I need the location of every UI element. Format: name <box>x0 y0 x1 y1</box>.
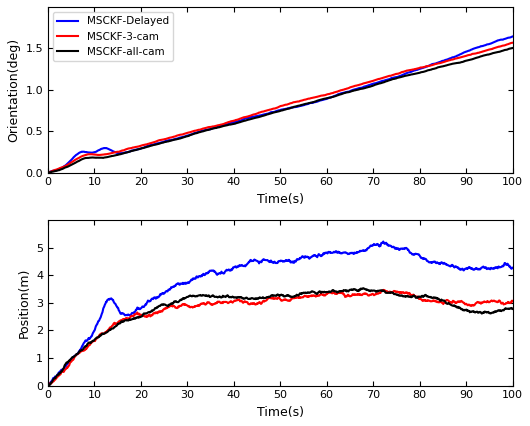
MSCKF-all-cam <box>250 116 256 121</box>
Line: MSCKF-Delayed: MSCKF-Delayed <box>48 242 513 386</box>
Line: MSCKF-all-cam: MSCKF-all-cam <box>48 48 513 173</box>
Line: MSCKF-3-cam: MSCKF-3-cam <box>48 290 513 386</box>
MSCKF-all-cam <box>233 295 239 300</box>
MSCKF-all-cam <box>233 121 239 126</box>
Y-axis label: Position(m): Position(m) <box>17 268 30 338</box>
MSCKF-Delayed <box>45 383 51 388</box>
MSCKF-Delayed <box>364 246 370 251</box>
MSCKF-3-cam <box>416 66 422 71</box>
Y-axis label: Orientation(deg): Orientation(deg) <box>7 38 20 142</box>
MSCKF-all-cam <box>360 285 366 291</box>
MSCKF-3-cam <box>233 118 239 123</box>
X-axis label: Time(s): Time(s) <box>257 406 304 419</box>
MSCKF-Delayed <box>380 239 386 244</box>
Legend: MSCKF-Delayed, MSCKF-3-cam, MSCKF-all-cam: MSCKF-Delayed, MSCKF-3-cam, MSCKF-all-ca… <box>53 12 173 61</box>
MSCKF-3-cam <box>408 292 414 297</box>
MSCKF-Delayed <box>250 258 256 263</box>
MSCKF-Delayed <box>509 265 516 270</box>
MSCKF-all-cam <box>509 306 516 311</box>
MSCKF-3-cam <box>92 337 99 343</box>
MSCKF-Delayed <box>416 66 422 72</box>
MSCKF-all-cam <box>45 383 51 388</box>
MSCKF-3-cam <box>509 40 516 45</box>
MSCKF-3-cam <box>250 301 256 306</box>
MSCKF-3-cam <box>416 296 422 302</box>
MSCKF-Delayed <box>408 250 414 256</box>
MSCKF-Delayed <box>364 83 370 88</box>
MSCKF-Delayed <box>92 150 99 155</box>
MSCKF-Delayed <box>233 119 239 124</box>
MSCKF-3-cam <box>45 170 51 175</box>
MSCKF-all-cam <box>45 170 51 175</box>
MSCKF-all-cam <box>416 294 422 299</box>
MSCKF-all-cam <box>364 287 370 292</box>
MSCKF-all-cam <box>509 46 516 51</box>
Line: MSCKF-Delayed: MSCKF-Delayed <box>48 37 513 173</box>
MSCKF-3-cam <box>364 80 370 85</box>
X-axis label: Time(s): Time(s) <box>257 193 304 206</box>
MSCKF-3-cam <box>364 291 370 296</box>
MSCKF-all-cam <box>92 336 99 341</box>
MSCKF-3-cam <box>233 298 239 303</box>
MSCKF-3-cam <box>250 112 256 118</box>
MSCKF-Delayed <box>45 170 51 175</box>
MSCKF-3-cam <box>509 299 516 304</box>
MSCKF-3-cam <box>92 152 99 157</box>
Line: MSCKF-3-cam: MSCKF-3-cam <box>48 43 513 173</box>
MSCKF-3-cam <box>45 383 51 388</box>
MSCKF-Delayed <box>416 252 422 257</box>
MSCKF-all-cam <box>92 155 99 160</box>
MSCKF-all-cam <box>408 294 414 299</box>
MSCKF-all-cam <box>407 72 413 77</box>
MSCKF-Delayed <box>92 325 99 330</box>
MSCKF-Delayed <box>233 264 239 269</box>
Line: MSCKF-all-cam: MSCKF-all-cam <box>48 288 513 386</box>
MSCKF-all-cam <box>364 85 370 90</box>
MSCKF-3-cam <box>407 67 413 72</box>
MSCKF-Delayed <box>509 34 516 39</box>
MSCKF-all-cam <box>416 71 422 76</box>
MSCKF-all-cam <box>250 296 256 301</box>
MSCKF-Delayed <box>407 69 413 75</box>
MSCKF-Delayed <box>250 114 256 119</box>
MSCKF-3-cam <box>380 288 386 293</box>
